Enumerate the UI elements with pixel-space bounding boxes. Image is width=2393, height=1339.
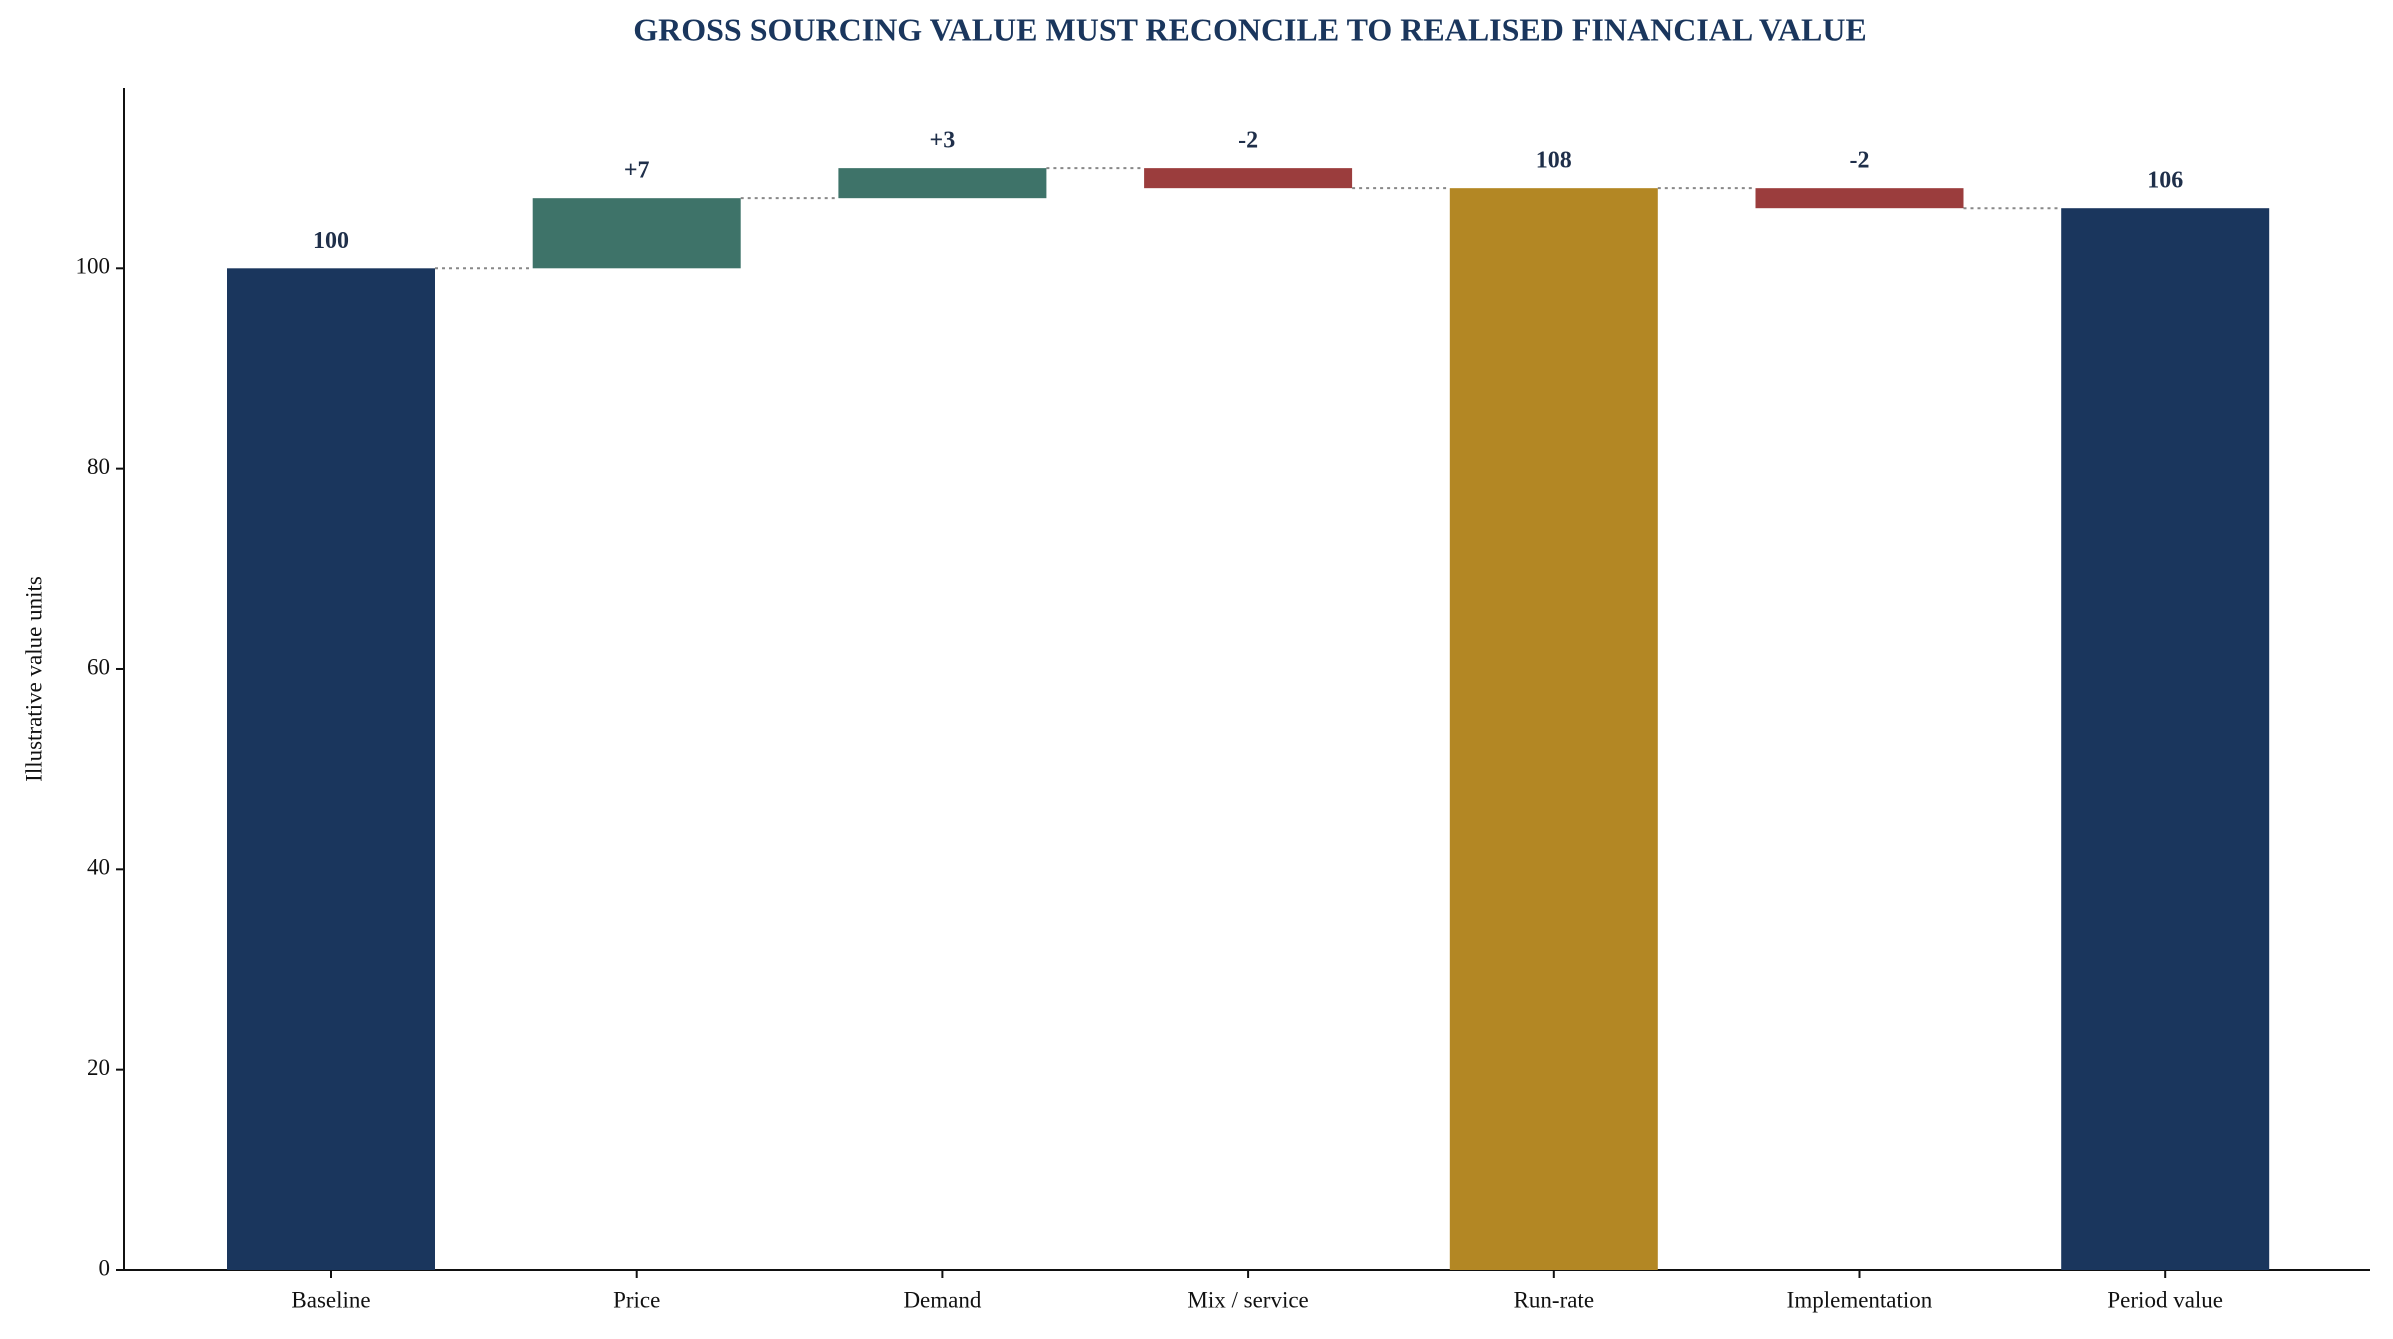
x-tick-label: Period value	[2107, 1287, 2223, 1312]
y-axis-label: Illustrative value units	[21, 576, 46, 782]
x-tick-label: Mix / service	[1187, 1287, 1308, 1312]
bar	[1449, 188, 1658, 1271]
bar	[838, 168, 1047, 199]
value-label: +3	[930, 128, 956, 154]
y-tick-label: 80	[87, 454, 110, 479]
bar	[227, 268, 435, 1271]
value-label: 100	[313, 228, 349, 254]
value-label: 106	[2147, 168, 2183, 194]
y-tick-label: 60	[87, 654, 110, 679]
x-tick-label: Baseline	[291, 1287, 370, 1312]
x-tick-label: Run-rate	[1514, 1287, 1594, 1312]
y-tick-label: 0	[99, 1255, 111, 1280]
chart-title: GROSS SOURCING VALUE MUST RECONCILE TO R…	[633, 11, 1867, 47]
bar	[1755, 188, 1964, 209]
x-tick-label: Demand	[903, 1287, 981, 1312]
value-label: +7	[624, 158, 650, 184]
y-tick-label: 20	[87, 1055, 110, 1080]
value-label: -2	[1850, 148, 1870, 174]
x-tick-label: Price	[613, 1287, 660, 1312]
bar	[532, 198, 741, 269]
y-tick-label: 40	[87, 855, 110, 880]
y-tick-label: 100	[76, 254, 111, 279]
value-label: -2	[1238, 128, 1258, 154]
bar	[1144, 168, 1353, 189]
x-tick-label: Implementation	[1787, 1287, 1933, 1312]
value-label: 108	[1536, 148, 1572, 174]
bar	[2061, 208, 2270, 1271]
